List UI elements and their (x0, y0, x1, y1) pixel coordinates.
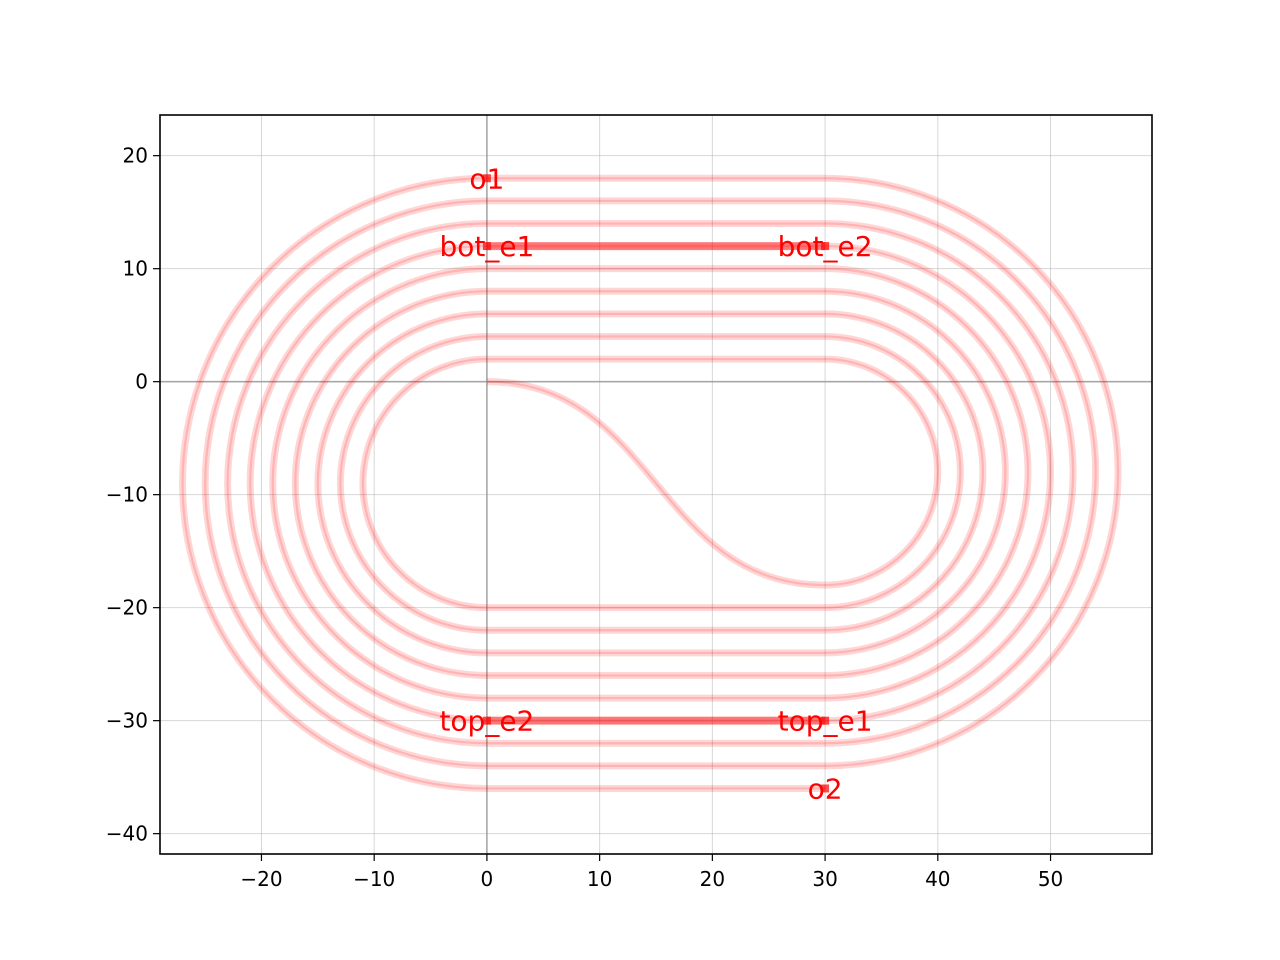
x-tick-label: 20 (700, 867, 725, 891)
axis-ticks: −20 −10 0 10 20 30 40 50 20 10 0 −10 −20 −30 −40 (106, 144, 1063, 891)
left-arc-waveguide (249, 244, 487, 722)
y-tick-label: −40 (106, 822, 148, 846)
right-arc-waveguide (825, 335, 962, 609)
left-arc-waveguide (316, 312, 487, 654)
axes-frame (159, 114, 1153, 855)
port-label-bot_e1: bot_e1 (439, 230, 534, 263)
s-bend-waveguide (486, 380, 826, 587)
left-arc-waveguide (181, 177, 487, 790)
left-arc-waveguide (271, 267, 487, 700)
right-arc-waveguide (825, 177, 1120, 767)
right-arc-waveguide-halo (825, 242, 1054, 702)
left-arc-waveguide-halo (314, 310, 487, 657)
right-arc-waveguide-halo (825, 310, 987, 634)
x-tick-label: 40 (925, 867, 950, 891)
port-label-o1: o1 (469, 162, 504, 195)
left-arc-waveguide-halo (269, 265, 487, 702)
left-arc-waveguide (339, 335, 487, 632)
left-arc-waveguide (226, 222, 487, 745)
y-tick-label: 0 (135, 370, 148, 394)
zero-axis-lines (160, 115, 1152, 854)
right-arc-waveguide-halo (825, 287, 1009, 657)
waveguide-spiral (179, 174, 1122, 792)
right-arc-waveguide (825, 267, 1029, 677)
right-arc-waveguide-halo (825, 355, 942, 589)
x-tick-label: 50 (1038, 867, 1063, 891)
left-arc-waveguide (203, 199, 487, 767)
left-arc-waveguide-halo (201, 197, 487, 770)
x-tick-label: 30 (812, 867, 837, 891)
port-markers (482, 174, 830, 793)
port-label-bot_e2: bot_e2 (778, 230, 873, 263)
left-arc-waveguide (361, 357, 487, 609)
right-arc-waveguide (825, 357, 939, 587)
right-arc-waveguide (825, 312, 984, 632)
port-label-top_e2: top_e2 (439, 705, 534, 738)
left-arc-waveguide-halo (336, 332, 487, 634)
left-arc-waveguide (294, 290, 487, 677)
right-arc-waveguide-halo (825, 332, 964, 612)
x-tick-label: −20 (240, 867, 282, 891)
port-label-o2: o2 (808, 772, 843, 805)
port-label-top_e1: top_e1 (778, 705, 873, 738)
left-arc-waveguide-halo (179, 174, 487, 792)
port-marker-bot_e2 (821, 242, 830, 251)
left-arc-waveguide-halo (291, 287, 487, 679)
left-arc-waveguide-halo (359, 355, 487, 612)
y-tick-label: 10 (123, 257, 148, 281)
left-arc-waveguide-halo (246, 242, 487, 725)
x-tick-label: −10 (353, 867, 395, 891)
x-tick-label: 0 (481, 867, 494, 891)
electrode-lines (486, 242, 826, 725)
right-arc-waveguide-halo (825, 197, 1099, 747)
y-tick-label: −20 (106, 596, 148, 620)
right-arc-waveguide-halo (825, 265, 1032, 679)
right-arc-waveguide (825, 290, 1007, 654)
y-tick-label: 20 (123, 144, 148, 168)
y-tick-label: −10 (106, 483, 148, 507)
y-tick-label: −30 (106, 709, 148, 733)
port-marker-o1 (482, 174, 491, 183)
s-bend-waveguide-halo (486, 378, 826, 589)
right-arc-waveguide (825, 222, 1075, 722)
port-labels: o1 bot_e1 bot_e2 top_e2 top_e1 o2 (439, 162, 872, 805)
x-tick-label: 10 (587, 867, 612, 891)
port-marker-top_e2 (482, 716, 491, 725)
port-marker-o2 (821, 784, 830, 793)
port-marker-top_e1 (821, 716, 830, 725)
right-arc-waveguide (825, 244, 1052, 700)
right-arc-waveguide-halo (825, 174, 1122, 770)
right-arc-waveguide-halo (825, 219, 1077, 725)
right-arc-waveguide (825, 199, 1097, 745)
port-marker-bot_e1 (482, 242, 491, 251)
left-arc-waveguide-halo (224, 219, 487, 747)
